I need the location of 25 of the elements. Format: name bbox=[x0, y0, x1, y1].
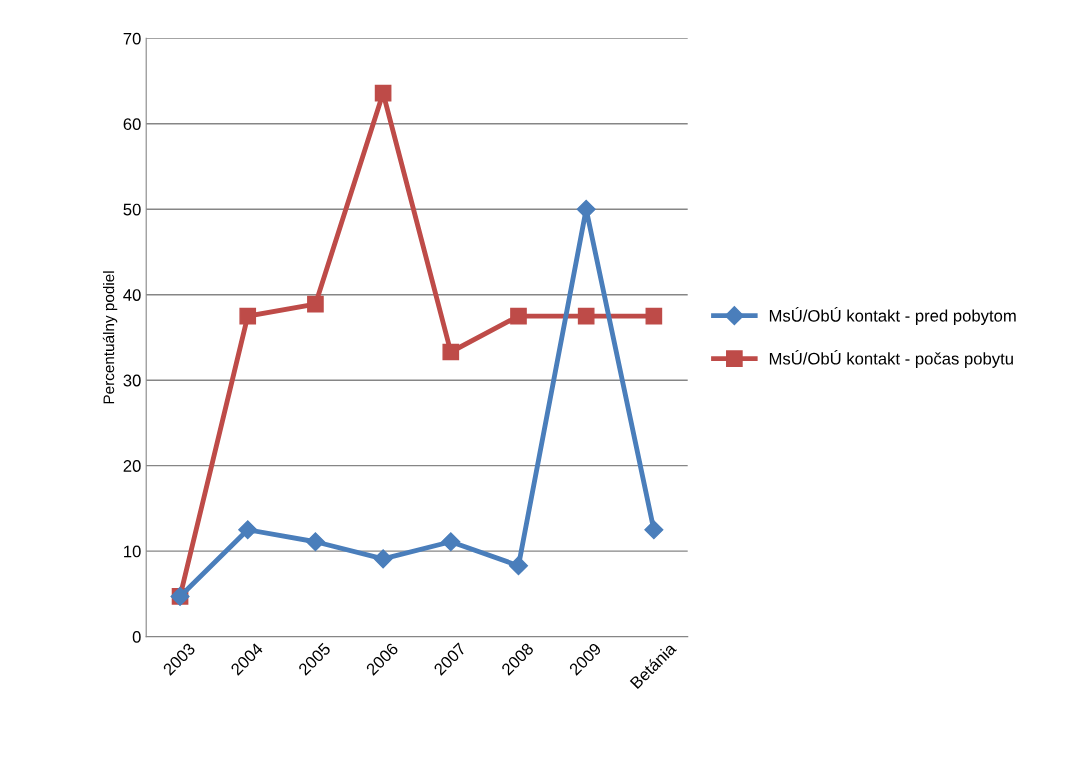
y-tick-label: 50 bbox=[123, 203, 141, 216]
y-tick-label: 10 bbox=[124, 545, 141, 558]
point bbox=[576, 199, 596, 219]
y-tick-label: 20 bbox=[123, 460, 141, 472]
point bbox=[305, 532, 325, 552]
point bbox=[644, 520, 664, 540]
y-tick-label: 30 bbox=[123, 374, 141, 387]
legend-label: MsÚ/ObÚ kontakt - pred pobytom bbox=[769, 307, 1016, 325]
point bbox=[238, 520, 258, 540]
point bbox=[508, 556, 529, 576]
point bbox=[374, 84, 392, 102]
y-tick-label: 60 bbox=[123, 118, 141, 131]
point bbox=[577, 307, 595, 325]
legend-label: MsÚ/ObÚ kontakt - počas pobytu bbox=[769, 349, 1013, 368]
point bbox=[239, 307, 257, 325]
y-tick-label: 0 bbox=[132, 631, 141, 643]
point bbox=[307, 295, 324, 313]
point bbox=[510, 307, 527, 325]
y-tick-label: 40 bbox=[123, 289, 141, 301]
point bbox=[442, 343, 460, 361]
point bbox=[645, 307, 663, 325]
y-axis-title: Percentuálny podiel bbox=[102, 271, 118, 404]
y-tick-label: 70 bbox=[123, 32, 141, 45]
point bbox=[441, 532, 461, 552]
point bbox=[373, 549, 393, 569]
